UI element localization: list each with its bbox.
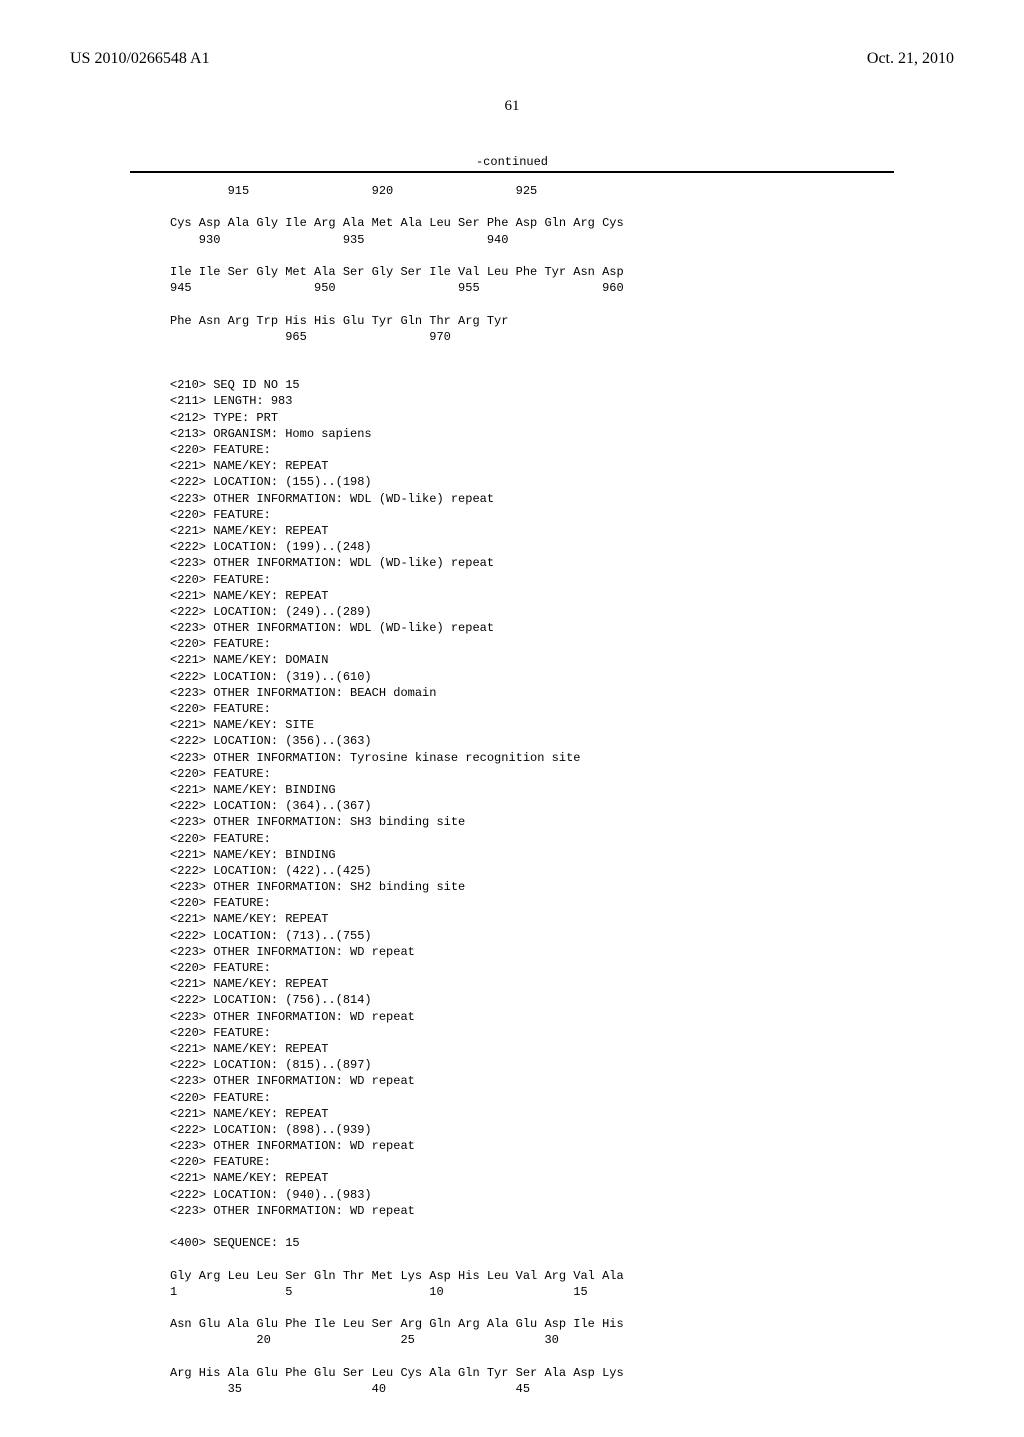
page-container: US 2010/0266548 A1 Oct. 21, 2010 61 -con… (0, 0, 1024, 1437)
page-number: 61 (70, 98, 954, 115)
separator-top (130, 171, 894, 173)
patent-header: US 2010/0266548 A1 Oct. 21, 2010 (70, 50, 954, 68)
publication-date: Oct. 21, 2010 (867, 50, 954, 68)
publication-number: US 2010/0266548 A1 (70, 50, 210, 68)
sequence-listing: 915 920 925 Cys Asp Ala Gly Ile Arg Ala … (170, 183, 954, 1397)
continued-label: -continued (70, 155, 954, 169)
